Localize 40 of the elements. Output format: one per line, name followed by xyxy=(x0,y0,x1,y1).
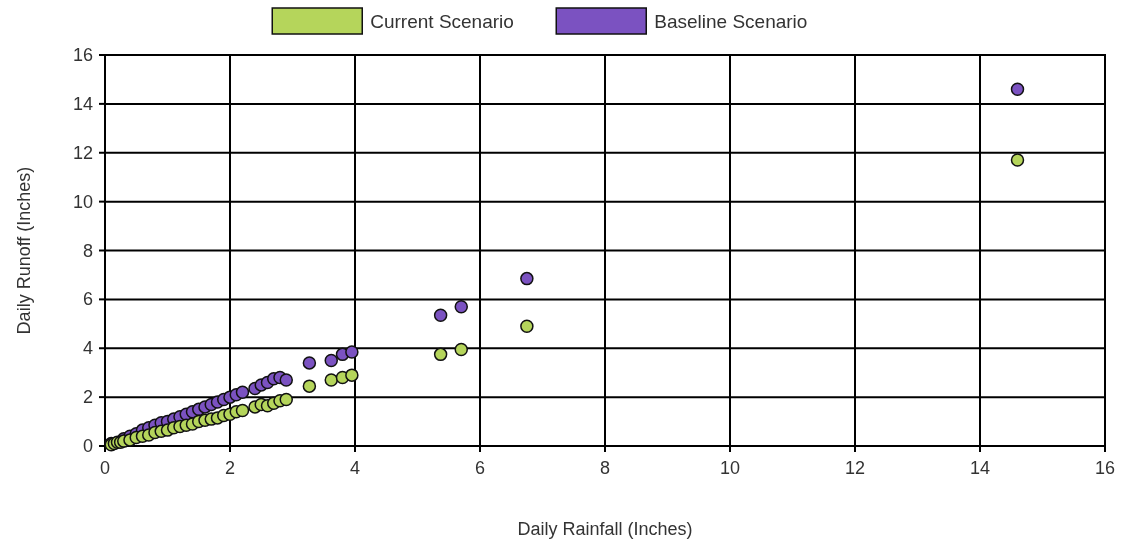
x-tick-label: 8 xyxy=(599,458,611,478)
point xyxy=(235,403,250,418)
x-tick-label: 10 xyxy=(719,458,741,478)
point xyxy=(324,353,338,368)
point xyxy=(1010,82,1025,96)
x-tick-label: 4 xyxy=(349,458,361,478)
y-tick-label: 10 xyxy=(72,191,93,212)
legend-label: Baseline Scenario xyxy=(654,11,808,32)
y-tick-label: 6 xyxy=(82,289,93,310)
y-tick-label: 12 xyxy=(72,142,93,163)
point xyxy=(520,271,534,286)
point xyxy=(345,345,359,359)
point xyxy=(302,379,317,393)
y-tick-label: 16 xyxy=(72,45,93,65)
point xyxy=(324,373,338,387)
x-tick-label: 12 xyxy=(844,458,866,478)
point xyxy=(345,368,359,382)
y-axis-title: Daily Runoff (Inches) xyxy=(14,166,34,335)
x-axis-title: Daily Rainfall (Inches) xyxy=(517,519,693,539)
x-tick-label: 14 xyxy=(969,458,991,478)
point xyxy=(279,392,293,407)
y-tick-label: 4 xyxy=(82,338,93,359)
point xyxy=(454,342,468,357)
x-tick-label: 2 xyxy=(224,458,236,478)
point xyxy=(454,299,468,314)
legend-label: Current Scenario xyxy=(370,11,514,32)
y-tick-label: 14 xyxy=(72,93,93,114)
point xyxy=(302,356,317,370)
point xyxy=(279,373,293,387)
x-tick-label: 16 xyxy=(1094,458,1116,478)
point xyxy=(235,385,250,399)
x-tick-label: 6 xyxy=(474,458,486,478)
y-tick-label: 0 xyxy=(82,436,93,456)
point xyxy=(433,347,448,362)
point xyxy=(433,308,448,323)
y-tick-label: 8 xyxy=(82,240,93,261)
x-tick-label: 0 xyxy=(99,458,111,478)
point xyxy=(520,319,534,334)
y-tick-label: 2 xyxy=(82,387,93,408)
point xyxy=(1010,153,1025,167)
